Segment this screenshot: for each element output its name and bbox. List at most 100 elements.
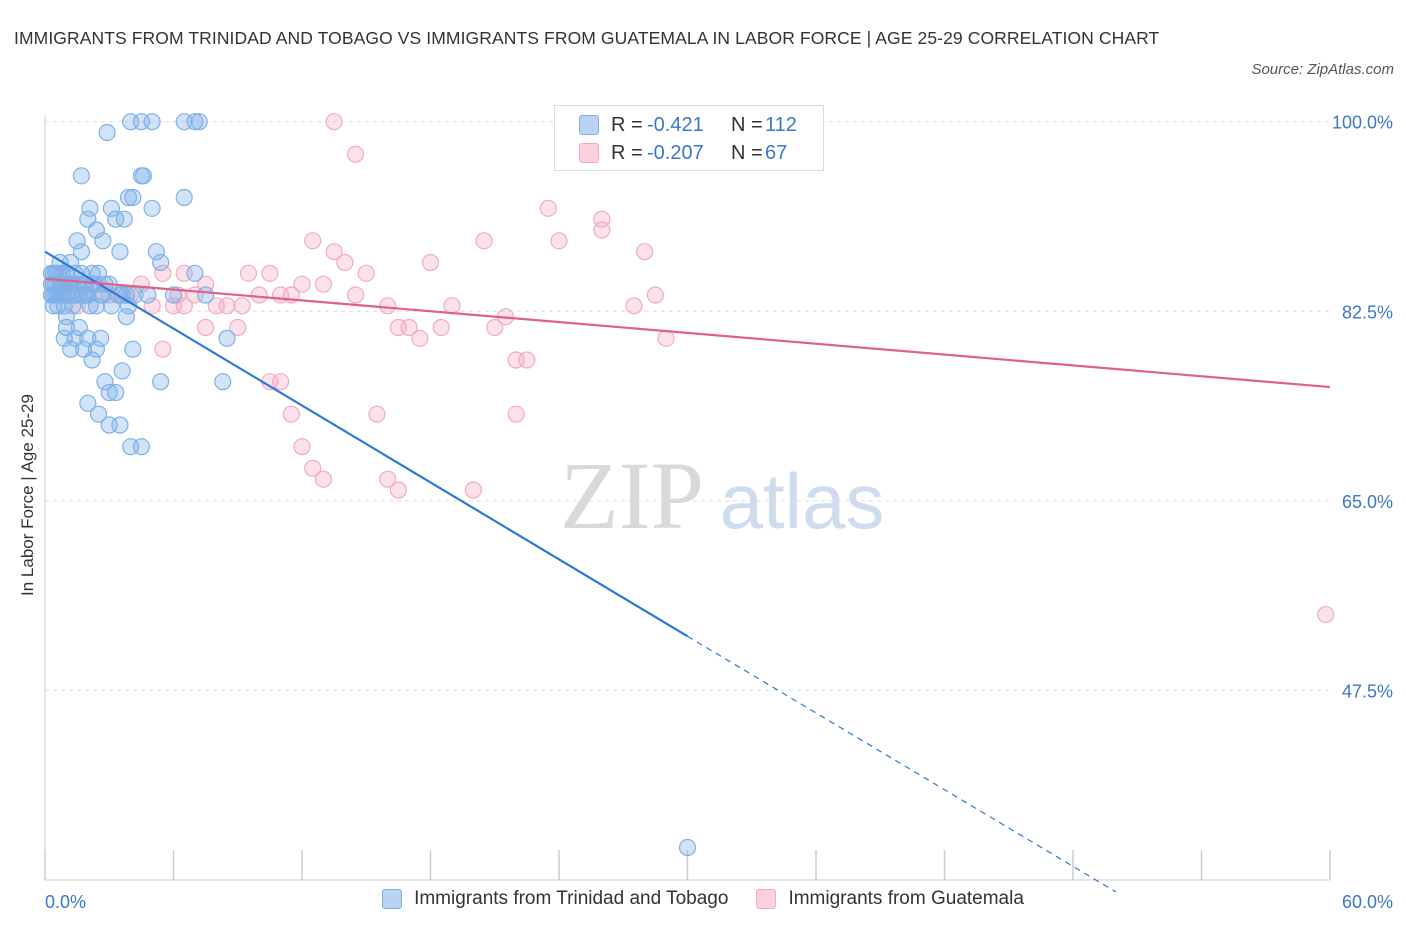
y-tick-label: 100.0% (1332, 113, 1393, 133)
guatemala-point (507, 405, 525, 423)
trinidad-point (124, 340, 142, 358)
guatemala-point (143, 297, 161, 315)
guatemala-point (154, 340, 172, 358)
trinidad-point (98, 123, 116, 142)
guatemala-point (175, 297, 193, 315)
trinidad-point (139, 286, 157, 304)
trinidad-point (100, 383, 118, 402)
legend-swatch-trinidad (382, 889, 403, 909)
trinidad-point (132, 167, 150, 185)
trinidad-point (81, 199, 99, 217)
trinidad-point (72, 243, 91, 261)
guatemala-point (518, 351, 536, 369)
guatemala-point (346, 286, 365, 304)
trinidad-point (197, 286, 215, 304)
trinidad-point (119, 188, 138, 207)
guatemala-point (646, 286, 664, 304)
guatemala-point (464, 481, 482, 499)
legend-r-value-trinidad: -0.421 (647, 113, 704, 136)
y-tick-label: 65.0% (1342, 492, 1393, 512)
guatemala-point (486, 318, 504, 337)
guatemala-point (657, 329, 675, 347)
guatemala-point (229, 318, 247, 337)
guatemala-point (325, 113, 343, 131)
trinidad-point (152, 373, 170, 391)
guatemala-point (368, 405, 386, 423)
trinidad-point (94, 232, 112, 250)
legend-row-guatemala: R = -0.207 N = 67 (555, 139, 787, 167)
guatemala-point (475, 232, 493, 250)
legend-swatch-guatemala (756, 889, 777, 909)
guatemala-point (389, 481, 407, 499)
legend-item-trinidad[interactable]: Immigrants from Trinidad and Tobago (382, 888, 728, 910)
trinidad-point (102, 297, 120, 315)
legend-n-value-trinidad: 112 (765, 113, 797, 136)
legend-swatch-guatemala (579, 143, 599, 163)
legend-n-value-guatemala: 67 (765, 141, 788, 164)
grid-lines (45, 121, 1330, 691)
series-legend: Immigrants from Trinidad and Tobago Immi… (0, 888, 1406, 910)
trinidad-point (62, 340, 80, 358)
trinidad-point (147, 243, 165, 261)
trinidad-point (79, 394, 97, 412)
x-tick-label-min: 0.0% (45, 892, 86, 912)
guatemala-point (400, 318, 418, 337)
trinidad-point (89, 264, 108, 282)
guatemala-point (154, 264, 172, 282)
guatemala-point (314, 470, 333, 488)
trinidad-point (124, 188, 142, 207)
axes (44, 115, 1331, 881)
guatemala-point (421, 253, 440, 272)
trinidad-point (83, 351, 101, 369)
tick-labels: 100.0% 82.5% 65.0% 47.5% 0.0% 60.0% (45, 113, 1393, 912)
guatemala-point (357, 264, 375, 282)
guatemala-point (271, 373, 290, 391)
trinidad-points (42, 113, 697, 857)
guatemala-point (625, 297, 643, 315)
trinidad-point (143, 113, 161, 131)
watermark-atlas: atlas (720, 457, 885, 545)
guatemala-point (218, 297, 236, 315)
guatemala-trend-line (44, 277, 1331, 389)
guatemala-point (68, 297, 86, 315)
guatemala-point (304, 232, 322, 250)
guatemala-point (239, 264, 258, 282)
guatemala-point (593, 221, 611, 239)
trinidad-point (72, 167, 91, 185)
guatemala-point (346, 145, 365, 163)
guatemala-point (411, 329, 429, 347)
guatemala-point (550, 232, 568, 250)
trinidad-point (143, 199, 161, 217)
guatemala-point (261, 264, 279, 282)
legend-item-guatemala[interactable]: Immigrants from Guatemala (756, 888, 1024, 910)
x-tick-label-max: 60.0% (1342, 892, 1393, 912)
trinidad-trend-line (44, 250, 689, 638)
legend-swatch-trinidad (579, 115, 599, 135)
trinidad-point (117, 308, 135, 326)
trend-lines (44, 250, 1331, 893)
legend-r-value-guatemala: -0.207 (647, 141, 704, 164)
trinidad-point (102, 199, 120, 217)
legend-r-label: R = (611, 113, 643, 136)
trinidad-point (115, 210, 133, 228)
trinidad-point (68, 232, 86, 250)
legend-n-label: N = (731, 141, 763, 164)
chart-title: IMMIGRANTS FROM TRINIDAD AND TOBAGO VS I… (14, 28, 1160, 48)
trinidad-point (186, 264, 204, 282)
trinidad-point (214, 373, 232, 391)
y-tick-label: 82.5% (1342, 302, 1393, 322)
guatemala-point (443, 297, 461, 315)
trinidad-point (152, 253, 170, 272)
legend-n-label: N = (731, 113, 763, 136)
guatemala-point (304, 459, 322, 477)
guatemala-point (282, 405, 300, 423)
legend-row-trinidad: R = -0.421 N = 112 (555, 111, 797, 139)
guatemala-point (314, 275, 333, 293)
guatemala-point (432, 318, 450, 337)
y-tick-label: 47.5% (1342, 681, 1393, 701)
trinidad-point (92, 329, 110, 347)
trinidad-point (81, 297, 99, 315)
trinidad-point (87, 221, 106, 239)
guatemala-point (1317, 605, 1335, 624)
